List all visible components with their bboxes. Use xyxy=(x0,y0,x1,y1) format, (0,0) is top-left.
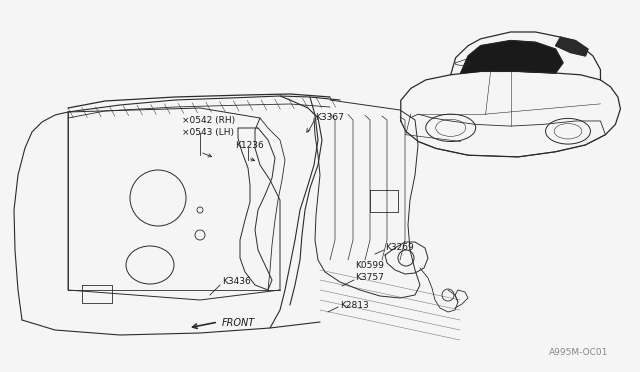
Text: K3436: K3436 xyxy=(222,278,251,286)
Text: FRONT: FRONT xyxy=(222,318,255,328)
Text: K0599: K0599 xyxy=(355,260,384,269)
Text: ×0542 (RH): ×0542 (RH) xyxy=(182,115,235,125)
Text: A995M-OC01: A995M-OC01 xyxy=(548,348,608,357)
Text: K3269: K3269 xyxy=(385,244,413,253)
Text: ×0543 (LH): ×0543 (LH) xyxy=(182,128,234,137)
Text: K3757: K3757 xyxy=(355,273,384,282)
Polygon shape xyxy=(461,41,563,73)
Text: K3367: K3367 xyxy=(315,113,344,122)
Text: K2813: K2813 xyxy=(340,301,369,310)
Polygon shape xyxy=(556,37,588,56)
Text: K1236: K1236 xyxy=(235,141,264,150)
